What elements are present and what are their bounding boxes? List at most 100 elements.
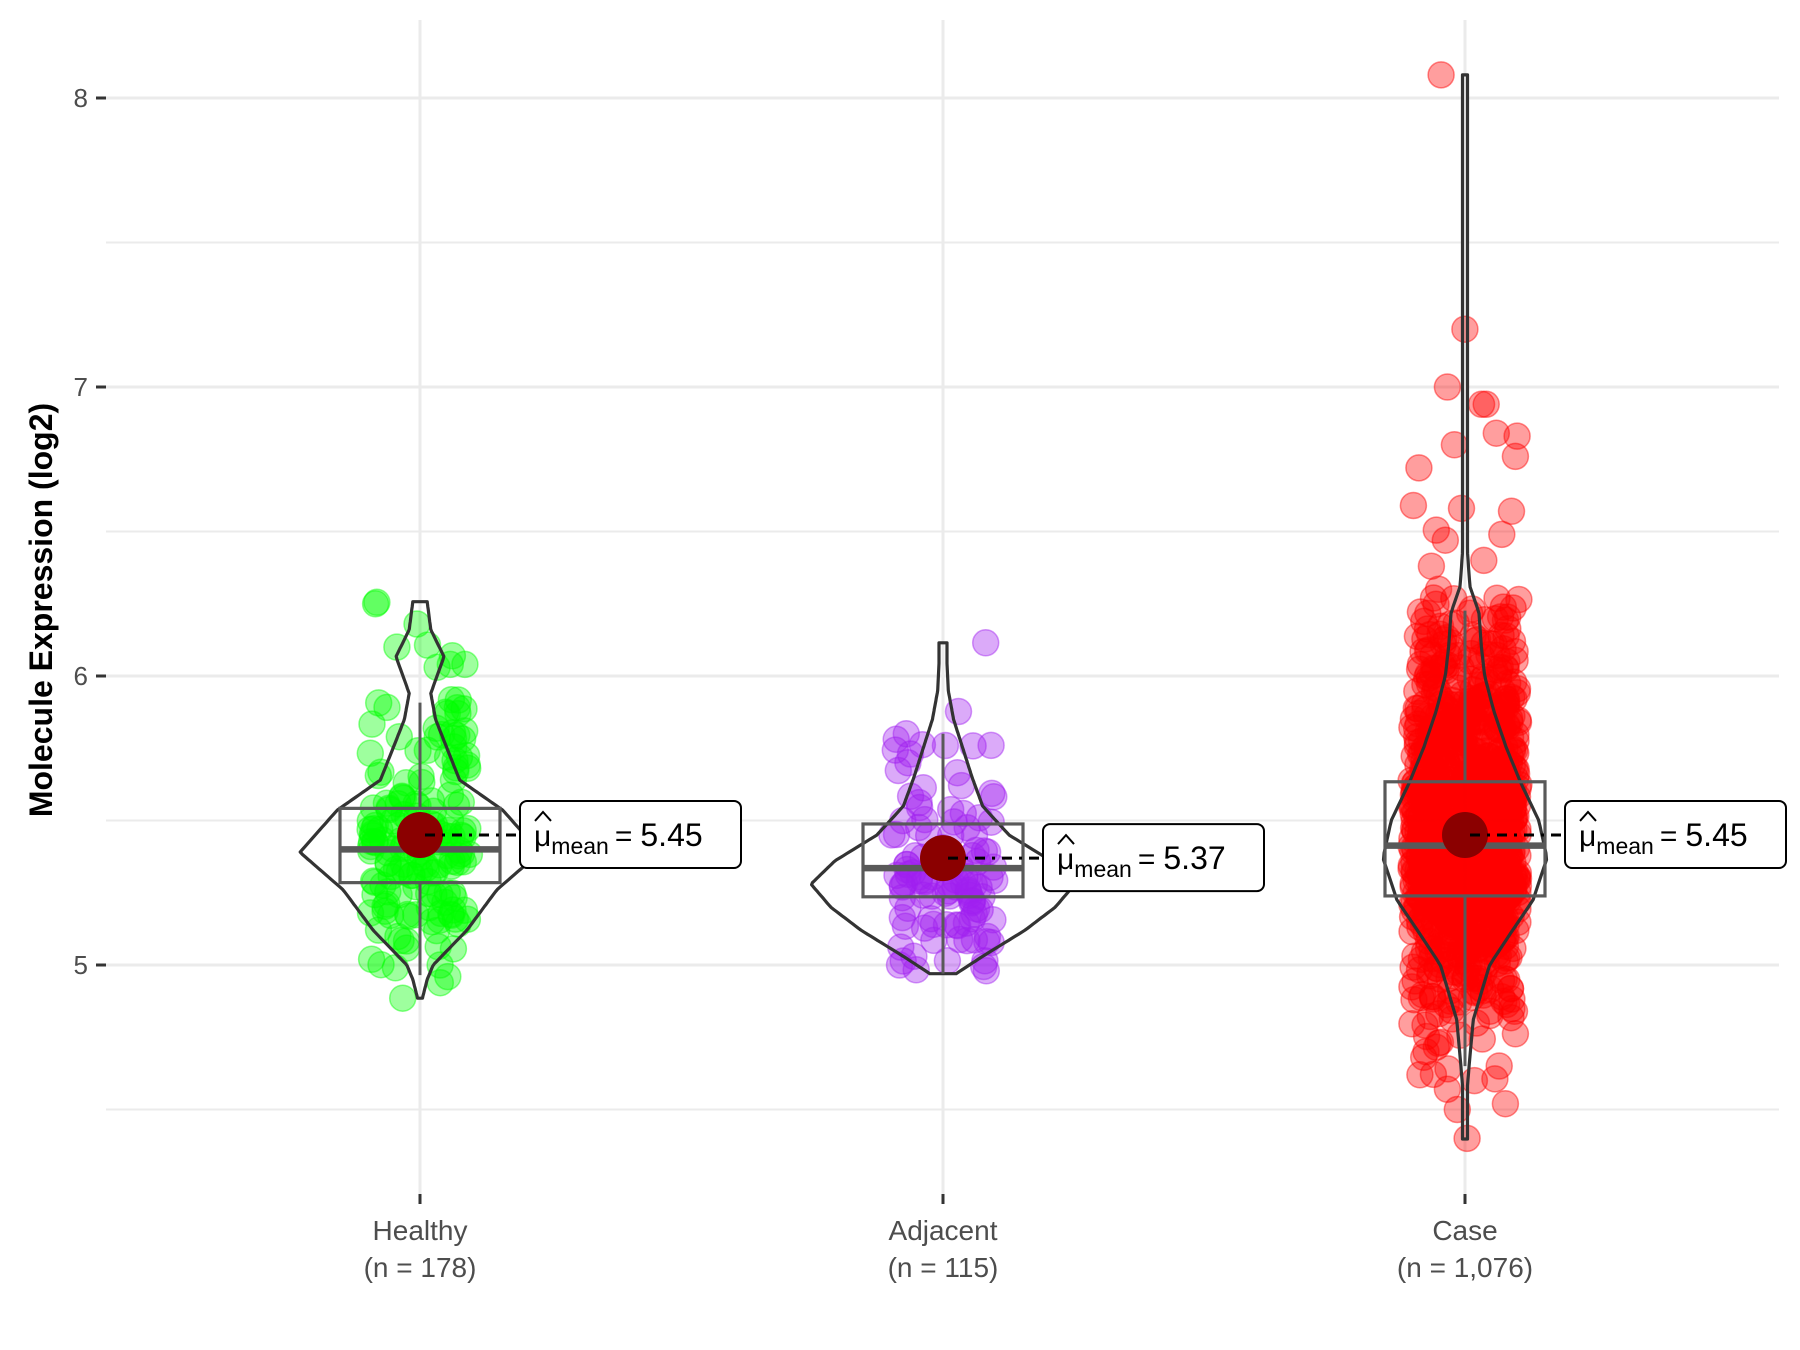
outlier-point	[972, 957, 1001, 985]
data-point	[1407, 850, 1436, 878]
data-point	[1427, 777, 1455, 805]
data-point	[958, 886, 986, 915]
data-point	[960, 926, 989, 954]
grid-lines	[106, 20, 1779, 1195]
data-point	[1492, 884, 1521, 912]
data-point	[1440, 909, 1468, 937]
data-point	[1432, 745, 1460, 774]
data-point	[1500, 865, 1529, 893]
data-point	[1403, 732, 1432, 760]
data-point	[1489, 635, 1517, 663]
data-point	[1419, 1060, 1448, 1089]
data-point	[1413, 852, 1442, 880]
data-point	[1432, 866, 1460, 894]
data-point	[1492, 750, 1520, 778]
outlier-point	[444, 686, 473, 714]
data-point	[1442, 910, 1470, 939]
data-point	[1488, 794, 1517, 823]
data-point	[1420, 909, 1449, 938]
data-point	[1400, 985, 1428, 1014]
data-point	[1476, 777, 1505, 805]
data-point	[1485, 852, 1514, 880]
mean-label-healthy: μmean = 5.45	[425, 799, 742, 869]
x-category-count: (n = 178)	[364, 1252, 477, 1283]
data-point	[1459, 736, 1487, 764]
data-point	[1414, 599, 1442, 628]
data-point	[1472, 794, 1501, 822]
data-point	[1455, 900, 1483, 929]
data-point	[1401, 879, 1430, 908]
data-point	[1471, 788, 1499, 817]
data-point	[1435, 709, 1463, 737]
data-point	[1496, 974, 1525, 1003]
data-point	[1499, 795, 1527, 823]
data-point	[1413, 796, 1441, 825]
data-point	[1455, 951, 1483, 979]
data-point	[1408, 886, 1437, 915]
data-point	[1398, 973, 1426, 1001]
data-point	[1485, 854, 1513, 882]
data-point	[1398, 903, 1427, 931]
data-point	[1481, 872, 1509, 900]
outlier-point	[363, 588, 391, 617]
outlier-point	[434, 962, 462, 991]
data-point	[1503, 864, 1531, 893]
data-point	[1504, 864, 1533, 893]
y-axis-title: Molecule Expression (log2)	[23, 403, 59, 817]
data-point	[439, 896, 467, 924]
data-point	[1479, 885, 1507, 913]
data-point	[1500, 685, 1528, 713]
outlier-point	[1422, 516, 1451, 544]
data-point	[1460, 765, 1488, 793]
data-point	[1416, 1002, 1445, 1031]
data-point	[438, 879, 467, 908]
data-point	[373, 693, 401, 722]
data-point	[1453, 938, 1482, 966]
data-point	[1419, 806, 1448, 834]
data-point	[1405, 655, 1434, 684]
mean-equals: =	[1138, 843, 1156, 876]
data-point	[1398, 1010, 1426, 1038]
data-point	[1479, 855, 1508, 884]
data-point	[1503, 674, 1532, 703]
mean-subscript: mean	[551, 833, 609, 859]
data-point	[1406, 913, 1434, 941]
data-point	[1477, 795, 1506, 824]
data-point	[1479, 897, 1507, 925]
data-point	[388, 783, 416, 811]
data-point	[1493, 647, 1521, 676]
data-point	[1490, 849, 1518, 878]
mean-symbol: μ	[1579, 820, 1596, 853]
data-point	[1466, 859, 1494, 887]
outlier-point	[1399, 491, 1428, 520]
data-point	[1435, 908, 1463, 937]
data-point	[1399, 792, 1428, 821]
data-point	[1424, 1029, 1453, 1058]
data-point	[437, 852, 466, 880]
data-point	[1432, 859, 1460, 888]
box-iqr	[1383, 780, 1547, 898]
data-point	[1404, 865, 1432, 894]
data-point	[1421, 797, 1450, 825]
data-point	[450, 896, 479, 925]
group-case	[1381, 61, 1549, 1153]
points-adjacent	[878, 629, 1009, 985]
data-point	[1475, 742, 1503, 770]
data-point	[1416, 620, 1444, 649]
data-point	[443, 694, 472, 722]
data-point	[364, 916, 393, 944]
outlier-point	[451, 650, 479, 679]
data-point	[940, 808, 968, 836]
data-point	[902, 956, 930, 984]
data-point	[1428, 863, 1456, 892]
data-point	[369, 871, 397, 899]
data-point	[884, 756, 913, 785]
data-point	[1425, 855, 1453, 884]
mean-equals: =	[615, 820, 633, 853]
data-point	[1436, 901, 1464, 930]
data-point	[1453, 709, 1482, 738]
y-tick-label: 6	[74, 661, 88, 691]
data-point	[958, 887, 987, 916]
data-point	[1423, 879, 1451, 907]
